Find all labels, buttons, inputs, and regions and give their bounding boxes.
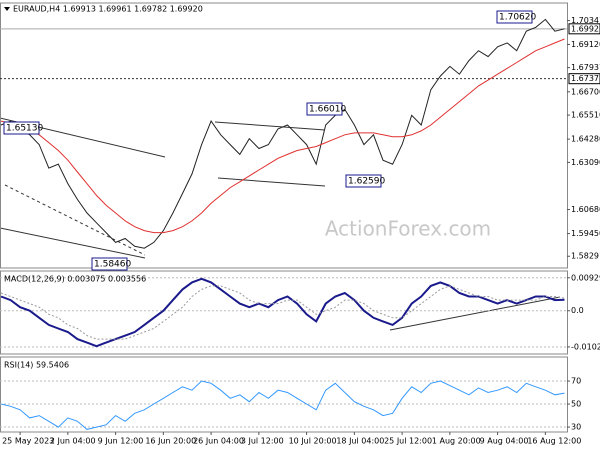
series-line [0,277,565,348]
level-label: 1.67370 [571,74,600,83]
macd-trend-line [389,296,561,331]
y-tick-label: 50 [571,400,581,409]
x-tick-label: 16 Aug 12:00 [527,437,581,446]
y-tick-label: 1.66700 [571,87,600,96]
x-tick-label: 3 Jul 12:00 [241,437,284,446]
panel-frame [0,270,568,355]
panel-frame [0,356,568,433]
y-tick-label: 30 [571,423,581,432]
x-tick-label: 18 Jul 04:00 [336,437,384,446]
y-tick-label: 1.63090 [571,158,600,167]
annotation-label: 1.66010 [309,105,346,115]
panel-title: MACD(12,26,9) 0.003075 0.003556 [4,275,146,284]
price-label-box [568,23,600,35]
annotation-label: 1.70620 [499,13,536,23]
channel-line [214,121,326,131]
annotation-label: 1.62590 [348,177,385,187]
y-tick-label: 1.60680 [571,205,600,214]
series-line [0,285,565,340]
annotation-box [496,10,533,24]
trend-lines [0,117,561,331]
title-marker [4,7,10,11]
price-label-box [568,73,600,85]
x-tick-label: 9 Aug 04:00 [480,437,529,446]
annotation-box [3,121,40,135]
panel-frame [0,2,568,269]
panel-title: RSI(14) 59.5406 [4,361,69,370]
annotation-box [91,257,128,271]
y-tick-label: 0.009291 [571,273,600,282]
x-tick-label: 25 May 2023 [2,437,54,446]
annotation-box [345,174,382,188]
y-tick-label: 1.67937 [571,63,600,72]
x-tick-label: 2 Jun 04:00 [50,437,96,446]
x-tick-label: 9 Jun 12:00 [98,437,144,446]
y-tick-label: 1.59450 [571,229,600,238]
series-line [0,380,565,430]
y-tick-label: 1.64280 [571,135,600,144]
series-line [0,38,565,234]
y-tick-label: -0.010211 [571,342,600,351]
annotation-label: 1.65130 [6,124,43,134]
channel-line [0,227,146,259]
x-tick-label: 10 Jul 20:00 [289,437,337,446]
x-tick-label: 16 Jun 20:00 [145,437,196,446]
y-tick-label: 70 [571,377,581,386]
y-tick-label: 1.69120 [571,40,600,49]
y-tick-label: 0.0 [571,306,584,315]
watermark: ActionForex.com [325,217,491,241]
chart-title: EURAUD,H4 1.69913 1.69961 1.69782 1.6992… [13,5,203,14]
current-price-label: 1.69920 [571,24,600,33]
x-tick-label: 25 Jul 12:00 [384,437,432,446]
x-tick-label: 26 Jun 04:00 [193,437,244,446]
channel-line [217,177,326,187]
series-line [0,18,565,249]
channel-line [4,184,146,256]
y-tick-label: 1.65510 [571,111,600,120]
annotation-box [306,102,343,116]
annotation-label: 1.58460 [94,260,131,270]
x-tick-label: 1 Aug 20:00 [432,437,481,446]
